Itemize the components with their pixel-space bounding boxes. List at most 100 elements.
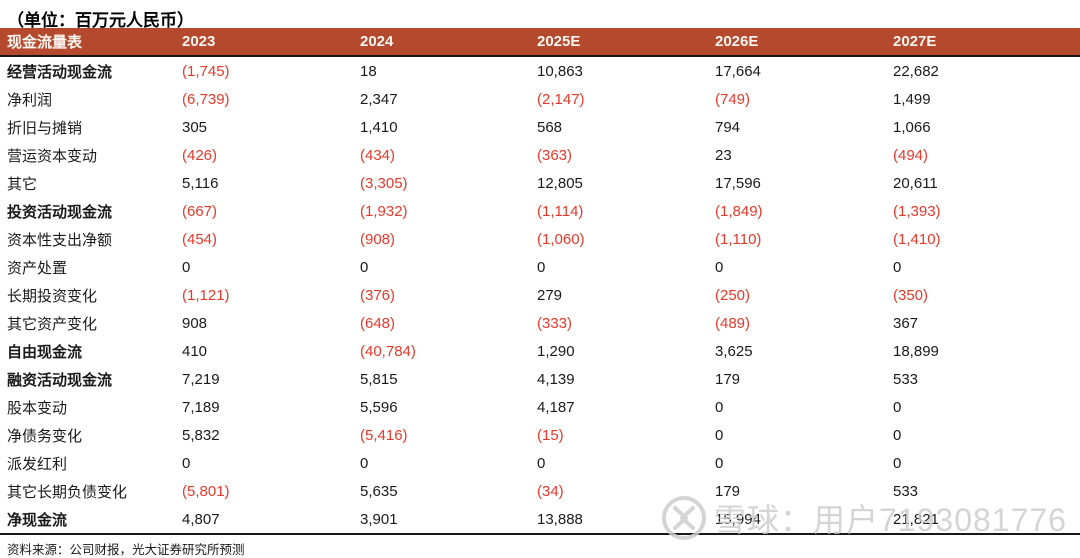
value-cell: 0 — [715, 398, 724, 416]
value-cell: 0 — [715, 426, 724, 444]
value-cell: 1,290 — [537, 342, 575, 360]
value-cell: (426) — [182, 146, 218, 164]
row-label: 净债务变化 — [7, 427, 83, 445]
value-cell: 908 — [182, 314, 208, 332]
value-cell: 533 — [893, 482, 919, 500]
value-cell: 0 — [182, 454, 191, 472]
value-cell: 1,066 — [893, 118, 931, 136]
value-cell: 0 — [537, 454, 546, 472]
value-cell: 305 — [182, 118, 208, 136]
value-cell: 0 — [893, 258, 902, 276]
value-cell: 1,499 — [893, 90, 931, 108]
value-cell: 7,189 — [182, 398, 220, 416]
value-cell: (40,784) — [360, 342, 416, 360]
table-row: 折旧与摊销 305 1,410 568 794 1,066 — [0, 113, 1080, 141]
value-cell: (1,745) — [182, 62, 230, 80]
row-label: 营运资本变动 — [7, 147, 98, 165]
value-cell: (1,932) — [360, 202, 408, 220]
table-row: 投资活动现金流 (667) (1,932) (1,114) (1,849) (1,393) — [0, 197, 1080, 225]
table-row: 派发红利 0 0 0 0 0 — [0, 449, 1080, 477]
cash-flow-table: 现金流量表 2023 2024 2025E 2026E 2027E 经营活动现金流 (1,7… — [0, 28, 1080, 535]
header-row: 现金流量表 2023 2024 2025E 2026E 2027E — [0, 28, 1080, 57]
value-cell: 12,805 — [537, 174, 583, 192]
value-cell: 20,611 — [893, 174, 938, 192]
row-label: 折旧与摊销 — [7, 119, 83, 137]
row-label: 其它长期负债变化 — [7, 483, 128, 501]
value-cell: (3,305) — [360, 174, 408, 192]
table-row: 净债务变化 5,832 (5,416) (15) 0 0 — [0, 421, 1080, 449]
value-cell: 0 — [893, 454, 902, 472]
table-row: 资本性支出净额 (454) (908) (1,060) (1,110) (1,410) — [0, 225, 1080, 253]
value-cell: (1,060) — [537, 230, 585, 248]
row-label: 其它 — [7, 175, 38, 193]
value-cell: (5,416) — [360, 426, 408, 444]
value-cell: 179 — [715, 482, 741, 500]
header-cell-year: 2023 — [182, 28, 360, 57]
value-cell: 23 — [715, 146, 732, 164]
value-cell: 4,139 — [537, 370, 575, 388]
value-cell: (333) — [537, 314, 573, 332]
value-cell: 5,815 — [360, 370, 398, 388]
value-cell: (494) — [893, 146, 929, 164]
row-label: 净利润 — [7, 91, 53, 109]
value-cell: 13,888 — [537, 505, 715, 535]
value-cell: 18,899 — [893, 342, 939, 360]
value-cell: 15,994 — [715, 505, 893, 535]
value-cell: (434) — [360, 146, 396, 164]
value-cell: (1,121) — [182, 286, 230, 304]
value-cell: (1,849) — [715, 202, 763, 220]
value-cell: 0 — [360, 454, 369, 472]
table-row: 资产处置 0 0 0 0 0 — [0, 253, 1080, 281]
value-cell: 0 — [537, 258, 546, 276]
value-cell: (648) — [360, 314, 396, 332]
table-row: 长期投资变化 (1,121) (376) 279 (250) (350) — [0, 281, 1080, 309]
table-row: 其它长期负债变化 (5,801) 5,635 (34) 179 533 — [0, 477, 1080, 505]
table-row: 其它 5,116 (3,305) 12,805 17,596 20,611 — [0, 169, 1080, 197]
table-row: 营运资本变动 (426) (434) (363) 23 (494) — [0, 141, 1080, 169]
row-label: 投资活动现金流 — [7, 203, 113, 221]
value-cell: (376) — [360, 286, 396, 304]
value-cell: 5,635 — [360, 482, 398, 500]
value-cell: 17,664 — [715, 62, 761, 80]
value-cell: (749) — [715, 90, 751, 108]
value-cell: 5,596 — [360, 398, 398, 416]
value-cell: 367 — [893, 314, 919, 332]
row-label: 经营活动现金流 — [7, 63, 113, 81]
table-row: 其它资产变化 908 (648) (333) (489) 367 — [0, 309, 1080, 337]
value-cell: 410 — [182, 342, 208, 360]
value-cell: (454) — [182, 230, 218, 248]
value-cell: 568 — [537, 118, 563, 136]
value-cell: (489) — [715, 314, 751, 332]
row-label: 长期投资变化 — [7, 287, 98, 305]
value-cell: 10,863 — [537, 62, 583, 80]
value-cell: 17,596 — [715, 174, 761, 192]
table-row: 自由现金流 410 (40,784) 1,290 3,625 18,899 — [0, 337, 1080, 365]
value-cell: (1,410) — [893, 230, 941, 248]
header-cell-year: 2027E — [893, 28, 1080, 57]
unit-note-title: （单位：百万元人民币） — [7, 11, 194, 30]
row-label: 其它资产变化 — [7, 315, 98, 333]
value-cell: (250) — [715, 286, 751, 304]
row-label: 融资活动现金流 — [7, 371, 113, 389]
value-cell: (1,110) — [715, 230, 762, 248]
value-cell: 0 — [893, 398, 902, 416]
value-cell: (2,147) — [537, 90, 585, 108]
value-cell: (15) — [537, 426, 564, 444]
table-row: 经营活动现金流 (1,745) 18 10,863 17,664 22,682 — [0, 56, 1080, 85]
value-cell: 179 — [715, 370, 741, 388]
row-label: 资本性支出净额 — [7, 231, 113, 249]
table-row: 净现金流 4,807 3,901 13,888 15,994 21,821 — [0, 505, 1080, 535]
value-cell: 0 — [182, 258, 191, 276]
value-cell: 2,347 — [360, 90, 398, 108]
row-label: 净现金流 — [0, 505, 182, 535]
table-row: 融资活动现金流 7,219 5,815 4,139 179 533 — [0, 365, 1080, 393]
header-cell-label: 现金流量表 — [0, 28, 182, 57]
value-cell: (350) — [893, 286, 929, 304]
value-cell: (5,801) — [182, 482, 230, 500]
value-cell: 22,682 — [893, 62, 939, 80]
value-cell: 18 — [360, 62, 377, 80]
source-note: 资料来源：公司财报，光大证券研究所预测 — [7, 543, 245, 557]
value-cell: 0 — [893, 426, 902, 444]
value-cell: 3,901 — [360, 505, 537, 535]
table-row: 净利润 (6,739) 2,347 (2,147) (749) 1,499 — [0, 85, 1080, 113]
